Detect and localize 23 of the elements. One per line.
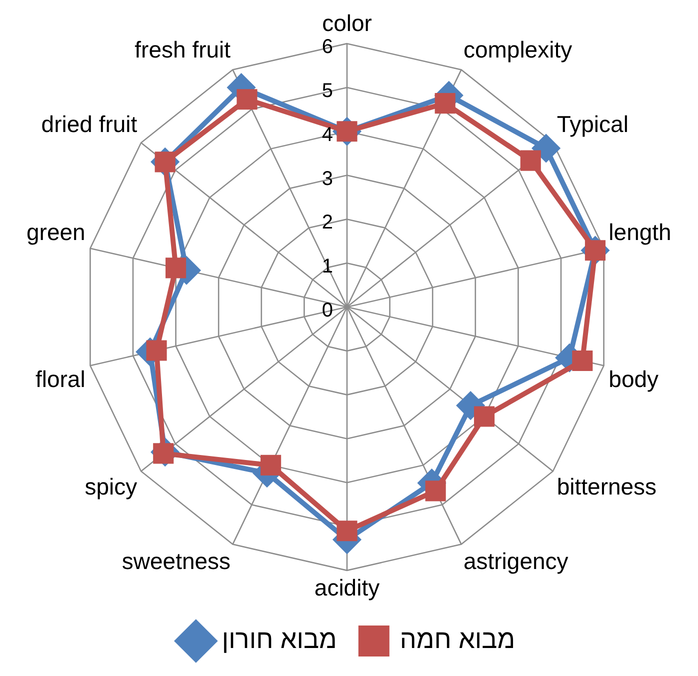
- spoke-label: length: [608, 218, 672, 245]
- spoke-label: green: [26, 218, 86, 245]
- y-tick-label: 2: [322, 212, 333, 234]
- y-tick-label: 1: [322, 256, 333, 278]
- spoke-label: astrigency: [463, 548, 569, 574]
- spoke-label: dried fruit: [41, 111, 138, 138]
- spoke-label: spicy: [84, 473, 138, 500]
- legend-label: מבוא חמה: [400, 624, 516, 654]
- spoke-label: fresh fruit: [134, 36, 232, 63]
- spoke-label: body: [608, 366, 660, 392]
- spoke-label: Typical: [556, 111, 628, 138]
- spoke-label: acidity: [314, 574, 380, 601]
- spoke-label: bitterness: [556, 473, 657, 500]
- y-tick-label: 0: [322, 300, 333, 322]
- y-tick-label: 3: [322, 168, 333, 190]
- spoke-label: sweetness: [122, 548, 231, 574]
- legend-label: מבוא חורון: [222, 624, 337, 654]
- y-tick-label: 4: [322, 124, 333, 146]
- spoke-label: complexity: [463, 36, 573, 63]
- spoke-label: floral: [35, 366, 86, 392]
- y-tick-label: 6: [322, 36, 333, 58]
- spoke-label: color: [322, 10, 372, 36]
- y-tick-label: 5: [322, 80, 333, 102]
